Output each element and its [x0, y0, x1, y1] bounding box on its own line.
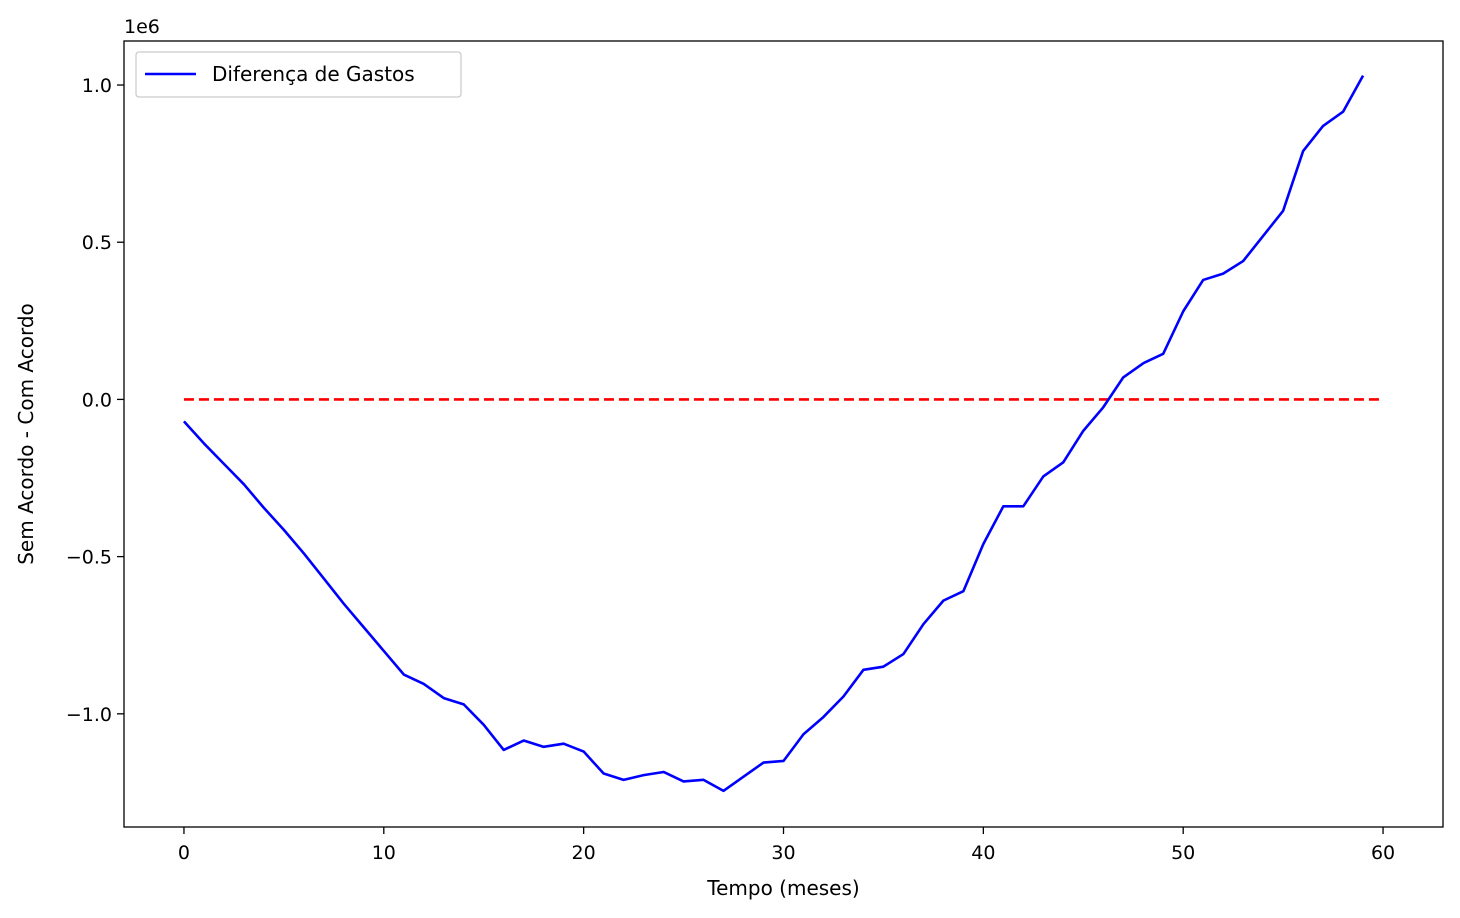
x-tick-label: 0	[178, 842, 190, 864]
legend: Diferença de Gastos	[135, 51, 462, 98]
x-tick-label: 40	[971, 842, 995, 864]
y-axis: −1.0 −0.5 0.0 0.5 1.0	[66, 75, 124, 726]
x-tick-label: 60	[1371, 842, 1395, 864]
y-tick-label: −1.0	[66, 704, 112, 726]
x-axis: 0 10 20 30 40 50 60	[178, 827, 1395, 864]
y-axis-offset-text: 1e6	[124, 16, 160, 38]
y-tick-label: 0.0	[82, 389, 112, 411]
x-tick-label: 50	[1171, 842, 1195, 864]
legend-label: Diferença de Gastos	[212, 62, 415, 86]
series-line-diferenca-de-gastos	[182, 74, 1365, 793]
x-axis-label: Tempo (meses)	[706, 876, 859, 900]
x-tick-label: 30	[771, 842, 795, 864]
x-tick-label: 10	[372, 842, 396, 864]
legend-box	[135, 51, 462, 98]
y-axis-label: Sem Acordo - Com Acordo	[14, 303, 38, 565]
plot-area	[182, 74, 1384, 793]
y-tick-label: 0.5	[82, 232, 112, 254]
y-tick-label: −0.5	[66, 547, 112, 569]
y-tick-label: 1.0	[82, 75, 112, 97]
plot-frame	[123, 40, 1444, 828]
x-tick-label: 20	[572, 842, 596, 864]
